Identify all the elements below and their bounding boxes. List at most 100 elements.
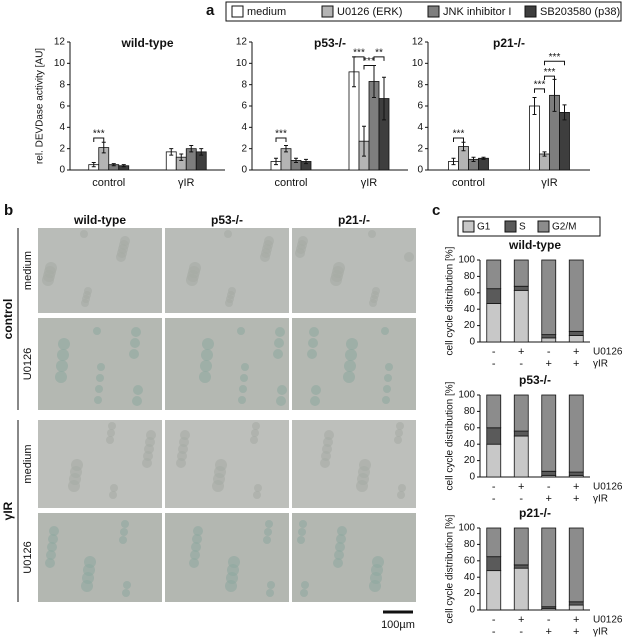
cell [395, 429, 403, 437]
cell [372, 287, 380, 295]
bar-segment [513, 289, 529, 343]
condition-sign: - [492, 358, 496, 370]
column-header: p21-/- [338, 213, 370, 227]
significance-label: *** [549, 52, 561, 63]
bar-segment [513, 394, 529, 432]
cell [382, 396, 390, 404]
cell [130, 338, 140, 348]
y-tick-label: 60 [464, 555, 476, 566]
cell [397, 491, 405, 499]
micrograph [292, 513, 416, 602]
cell [119, 536, 127, 544]
cell [56, 360, 68, 372]
error-bar [169, 148, 174, 156]
condition-sign: - [492, 614, 496, 626]
chart-title: wild-type [120, 36, 173, 50]
panel-letter: c [432, 202, 440, 219]
cell [344, 360, 356, 372]
error-bar [481, 156, 486, 160]
cell [250, 436, 258, 444]
condition-sign: - [492, 626, 496, 638]
y-tick-label: 6 [241, 101, 247, 112]
cell [55, 371, 67, 383]
chart-title: p53-/- [314, 36, 346, 50]
error-bar [91, 162, 96, 168]
cell [333, 558, 343, 568]
condition-label: U0126 [593, 482, 623, 493]
significance-label: *** [534, 80, 546, 91]
y-tick-label: 10 [236, 58, 248, 69]
cell [309, 327, 319, 337]
y-axis-label: cell cycle distribution [%] [445, 246, 456, 355]
bar-segment [568, 335, 584, 343]
cell [300, 589, 308, 597]
micrograph [292, 420, 416, 508]
y-tick-label: 2 [59, 143, 65, 154]
cell [80, 230, 88, 238]
condition-sign: + [518, 346, 524, 358]
condition-sign: - [492, 346, 496, 358]
condition-sign: + [518, 481, 524, 493]
condition-sign: + [573, 626, 579, 638]
error-bar [101, 141, 106, 154]
condition-sign: + [573, 614, 579, 626]
y-tick-label: 8 [241, 79, 247, 90]
significance-label: *** [544, 67, 556, 78]
legend-swatch [537, 220, 550, 233]
significance-label: *** [93, 129, 105, 140]
group-label: γIR [1, 501, 15, 520]
cell [190, 550, 200, 560]
condition-label: γIR [593, 359, 608, 370]
cell [49, 526, 59, 536]
error-bar [532, 96, 537, 116]
legend-swatch [231, 5, 244, 18]
cell [251, 429, 259, 437]
cell [253, 491, 261, 499]
cell [404, 252, 414, 262]
cell [202, 338, 214, 350]
cell [84, 287, 92, 295]
error-bar [461, 141, 466, 152]
y-tick-label: 80 [464, 539, 476, 550]
significance-bracket [353, 56, 365, 61]
significance-label: ** [375, 48, 383, 59]
y-tick-label: 2 [241, 143, 247, 154]
cell [297, 536, 305, 544]
y-tick-label: 12 [412, 37, 424, 48]
cell [224, 230, 232, 238]
significance-bracket [453, 137, 464, 142]
y-tick-label: 6 [417, 101, 423, 112]
bar [478, 157, 489, 171]
cell [237, 327, 245, 335]
cell [398, 484, 406, 492]
cell [95, 385, 103, 393]
cell [299, 520, 307, 528]
cell [359, 459, 371, 471]
condition-sign: - [547, 346, 551, 358]
cell [228, 556, 240, 568]
micrograph [38, 513, 162, 602]
bar-segment [513, 527, 529, 566]
bar-segment [541, 394, 557, 472]
cell [199, 371, 211, 383]
y-tick-label: 0 [417, 165, 423, 176]
cell [264, 528, 272, 536]
cell [57, 349, 69, 361]
cell [276, 396, 286, 406]
condition-sign: - [547, 481, 551, 493]
error-bar [382, 76, 386, 121]
bar-segment [513, 567, 529, 611]
bar-segment [486, 394, 502, 429]
y-tick-label: 0 [469, 337, 475, 348]
bar-segment [568, 394, 584, 473]
significance-bracket [544, 60, 565, 66]
bar-segment [486, 556, 502, 572]
condition-sign: + [546, 626, 552, 638]
bar-segment [513, 285, 529, 291]
cell [267, 581, 275, 589]
bar-segment [486, 303, 502, 343]
cell [381, 327, 389, 335]
cell [239, 385, 247, 393]
cell [334, 550, 344, 560]
cell [201, 349, 213, 361]
